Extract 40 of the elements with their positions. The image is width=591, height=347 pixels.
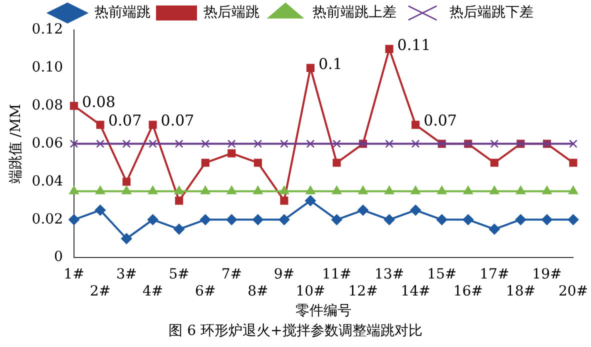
caption: 图 6 环形炉退火+搅拌参数调整端跳对比 <box>168 322 424 340</box>
x-tick-label: 18# <box>506 283 536 300</box>
y-tick-label: 0.04 <box>32 173 64 190</box>
x-tick-label: 1# <box>64 266 84 283</box>
x-tick-label: 11# <box>322 266 352 283</box>
legend-label: 热后端跳 <box>204 4 260 21</box>
x-tick-label: 10# <box>296 283 326 300</box>
x-axis-title: 零件编号 <box>296 303 352 320</box>
x-tick-label: 16# <box>453 283 483 300</box>
legend-label: 热前端跳 <box>94 4 150 21</box>
legend-label: 热前端跳上差 <box>312 4 396 21</box>
x-tick-label: 5# <box>168 266 190 283</box>
x-tick-label: 7# <box>221 266 242 283</box>
legend-label: 热后端跳下差 <box>450 4 534 21</box>
y-tick-label: 0.06 <box>32 135 64 152</box>
x-tick-label: 2# <box>90 283 111 300</box>
y-tick-label: 0.02 <box>32 211 63 228</box>
x-tick-label: 8# <box>248 283 268 300</box>
y-tick-label: 0.10 <box>32 60 63 76</box>
x-tick-label: 6# <box>195 283 216 300</box>
x-tick-label: 12# <box>348 283 378 300</box>
x-tick-label: 4# <box>142 283 164 300</box>
y-tick-label: 0.12 <box>32 22 63 38</box>
x-tick-label: 9# <box>274 266 295 283</box>
x-tick-label: 3# <box>116 266 137 283</box>
y-tick-label: 0.08 <box>32 98 63 114</box>
y-tick-label: 0 <box>54 249 63 266</box>
data-label: 0.07 <box>108 112 142 130</box>
data-label: 0.08 <box>82 92 116 111</box>
x-tick-label: 19# <box>532 266 562 283</box>
x-tick-label: 15# <box>427 266 457 283</box>
x-tick-label: 17# <box>480 266 510 283</box>
x-tick-label: 20# <box>558 283 588 300</box>
data-label: 0.07 <box>424 112 457 130</box>
x-tick-label: 13# <box>374 266 404 283</box>
y-axis-title: 端跳值 /MM <box>8 104 24 184</box>
data-label: 0.07 <box>160 112 194 130</box>
data-label: 0.1 <box>318 54 342 73</box>
x-tick-label: 14# <box>400 283 430 300</box>
data-label: 0.11 <box>397 36 431 54</box>
